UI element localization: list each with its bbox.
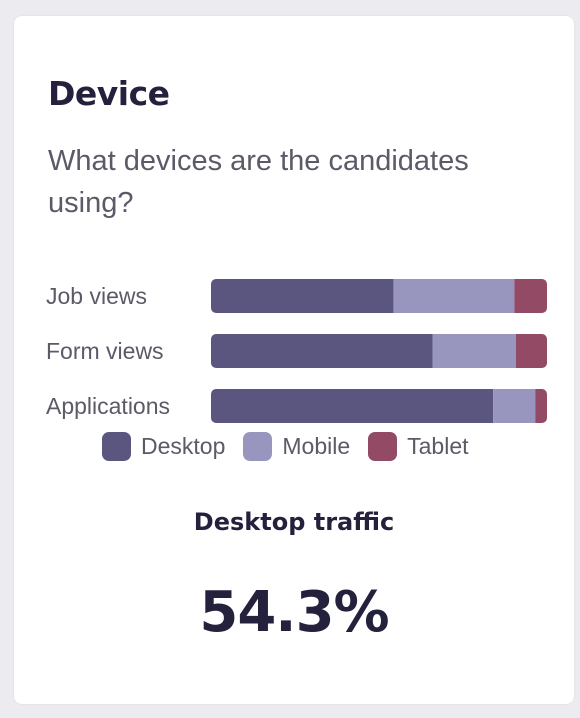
legend-item-tablet: Tablet [368,432,469,461]
legend-swatch-desktop [102,432,131,461]
bar-segment-form-views-mobile [432,334,516,368]
legend-swatch-tablet [368,432,398,461]
metric-value: 54.3% [199,580,389,645]
category-label-form-views: Form views [46,338,164,364]
legend-label-mobile: Mobile [282,433,351,459]
legend-swatch-mobile [243,432,273,461]
bar-segment-job-views-desktop [211,279,394,313]
bar-segment-form-views-tablet [515,334,547,368]
category-label-job-views: Job views [46,283,147,309]
bar-segment-job-views-mobile [393,279,515,313]
bar-segment-form-views-desktop [211,334,433,368]
bar-row-form-views [211,334,547,368]
legend-label-desktop: Desktop [141,433,226,459]
category-label-applications: Applications [46,393,170,419]
device-stacked-bar-chart: Job views Form views Applications [44,252,554,437]
bar-segment-applications-desktop [211,389,494,423]
bar-row-job-views [211,279,547,313]
bar-segment-applications-tablet [535,389,547,423]
metric-label: Desktop traffic [193,508,395,536]
chart-svg: Job views Form views Applications [46,279,547,423]
device-card: Device What devices are the candidates u… [14,16,574,704]
legend-label-tablet: Tablet [407,433,469,459]
card-title: Device [48,74,170,113]
bar-segment-applications-mobile [493,389,536,423]
bar-row-applications [211,389,547,423]
chart-legend: Desktop Mobile Tablet [102,432,469,461]
bar-segment-job-views-tablet [514,279,547,313]
legend-item-mobile: Mobile [243,432,350,461]
legend-item-desktop: Desktop [102,432,225,461]
card-subtitle: What devices are the candidates using? [48,145,469,219]
